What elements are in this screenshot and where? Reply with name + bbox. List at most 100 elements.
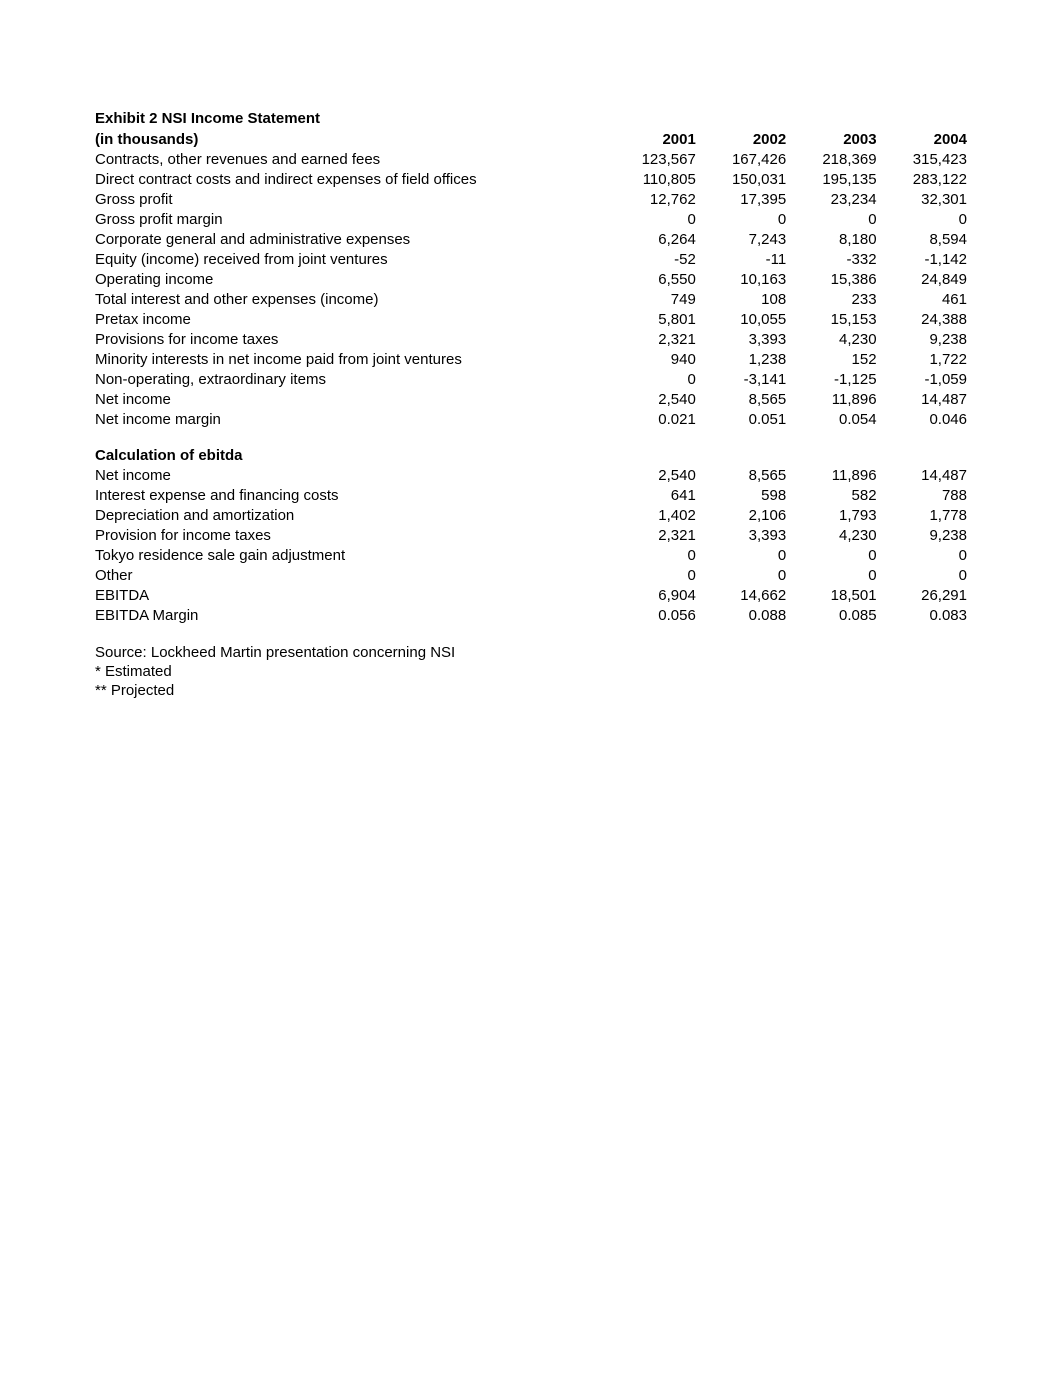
cell: 10,163 xyxy=(696,269,786,289)
table-row: Operating income 6,550 10,163 15,386 24,… xyxy=(95,269,967,289)
row-label: Direct contract costs and indirect expen… xyxy=(95,169,605,189)
table-row: EBITDA 6,904 14,662 18,501 26,291 xyxy=(95,586,967,606)
cell: 6,904 xyxy=(605,586,695,606)
cell: 0 xyxy=(605,546,695,566)
cell: 1,778 xyxy=(877,506,967,526)
exhibit-title: Exhibit 2 NSI Income Statement xyxy=(95,110,967,127)
cell: 0.021 xyxy=(605,409,695,429)
cell: 24,849 xyxy=(877,269,967,289)
cell: 0.088 xyxy=(696,606,786,626)
cell: 7,243 xyxy=(696,229,786,249)
table-row: Provision for income taxes 2,321 3,393 4… xyxy=(95,526,967,546)
cell: -11 xyxy=(696,249,786,269)
cell: 2,540 xyxy=(605,389,695,409)
cell: 110,805 xyxy=(605,169,695,189)
table-row: Net income 2,540 8,565 11,896 14,487 xyxy=(95,389,967,409)
cell: 9,238 xyxy=(877,526,967,546)
cell: -3,141 xyxy=(696,369,786,389)
cell: 315,423 xyxy=(877,149,967,169)
cell: -1,142 xyxy=(877,249,967,269)
header-year-2001: 2001 xyxy=(605,129,695,149)
row-label: Contracts, other revenues and earned fee… xyxy=(95,149,605,169)
cell: 0 xyxy=(877,546,967,566)
header-year-2002: 2002 xyxy=(696,129,786,149)
cell: 15,386 xyxy=(786,269,876,289)
row-label: Net income margin xyxy=(95,409,605,429)
cell: 0 xyxy=(786,546,876,566)
cell: 9,238 xyxy=(877,329,967,349)
page: Exhibit 2 NSI Income Statement (in thous… xyxy=(0,0,1062,1377)
cell: 582 xyxy=(786,486,876,506)
cell: 152 xyxy=(786,349,876,369)
row-label: Interest expense and financing costs xyxy=(95,486,605,506)
cell: 0.085 xyxy=(786,606,876,626)
cell: 461 xyxy=(877,289,967,309)
cell: 0 xyxy=(605,566,695,586)
cell: 1,722 xyxy=(877,349,967,369)
cell: 641 xyxy=(605,486,695,506)
cell: 195,135 xyxy=(786,169,876,189)
table-row: Gross profit 12,762 17,395 23,234 32,301 xyxy=(95,189,967,209)
table-row: Pretax income 5,801 10,055 15,153 24,388 xyxy=(95,309,967,329)
cell: 0 xyxy=(877,566,967,586)
table-row: EBITDA Margin 0.056 0.088 0.085 0.083 xyxy=(95,606,967,626)
cell: 3,393 xyxy=(696,526,786,546)
cell: 123,567 xyxy=(605,149,695,169)
cell: 8,565 xyxy=(696,389,786,409)
table-row: Net income 2,540 8,565 11,896 14,487 xyxy=(95,466,967,486)
cell: 233 xyxy=(786,289,876,309)
cell: 1,402 xyxy=(605,506,695,526)
header-year-2004: 2004 xyxy=(877,129,967,149)
cell: 150,031 xyxy=(696,169,786,189)
cell: 4,230 xyxy=(786,329,876,349)
table-row: Non-operating, extraordinary items 0 -3,… xyxy=(95,369,967,389)
cell: 14,487 xyxy=(877,466,967,486)
table-row: Minority interests in net income paid fr… xyxy=(95,349,967,369)
cell: 0.083 xyxy=(877,606,967,626)
header-year-2003: 2003 xyxy=(786,129,876,149)
row-label: Minority interests in net income paid fr… xyxy=(95,349,605,369)
table-row: Interest expense and financing costs 641… xyxy=(95,486,967,506)
cell: 749 xyxy=(605,289,695,309)
cell: 12,762 xyxy=(605,189,695,209)
table-row: Depreciation and amortization 1,402 2,10… xyxy=(95,506,967,526)
cell: 788 xyxy=(877,486,967,506)
cell: 1,238 xyxy=(696,349,786,369)
cell: 0.056 xyxy=(605,606,695,626)
cell: 0 xyxy=(696,566,786,586)
cell: 24,388 xyxy=(877,309,967,329)
footnote-projected: ** Projected xyxy=(95,682,967,699)
cell: 2,321 xyxy=(605,329,695,349)
header-label: (in thousands) xyxy=(95,129,605,149)
table-row: Tokyo residence sale gain adjustment 0 0… xyxy=(95,546,967,566)
cell: 3,393 xyxy=(696,329,786,349)
row-label: Pretax income xyxy=(95,309,605,329)
cell: 23,234 xyxy=(786,189,876,209)
row-label: Net income xyxy=(95,466,605,486)
row-label: Operating income xyxy=(95,269,605,289)
cell: 2,106 xyxy=(696,506,786,526)
cell: 0.051 xyxy=(696,409,786,429)
table-row: Net income margin 0.021 0.051 0.054 0.04… xyxy=(95,409,967,429)
row-label: EBITDA xyxy=(95,586,605,606)
cell: -332 xyxy=(786,249,876,269)
cell: 2,540 xyxy=(605,466,695,486)
cell: 15,153 xyxy=(786,309,876,329)
table-row: Corporate general and administrative exp… xyxy=(95,229,967,249)
cell: -1,125 xyxy=(786,369,876,389)
cell: 18,501 xyxy=(786,586,876,606)
cell: 14,487 xyxy=(877,389,967,409)
income-statement-table: (in thousands) 2001 2002 2003 2004 Contr… xyxy=(95,129,967,626)
cell: 0 xyxy=(786,566,876,586)
row-label: Total interest and other expenses (incom… xyxy=(95,289,605,309)
cell: 8,594 xyxy=(877,229,967,249)
cell: 108 xyxy=(696,289,786,309)
cell: 10,055 xyxy=(696,309,786,329)
cell: 14,662 xyxy=(696,586,786,606)
row-label: EBITDA Margin xyxy=(95,606,605,626)
section-heading-row: Calculation of ebitda xyxy=(95,429,967,466)
cell: 8,565 xyxy=(696,466,786,486)
row-label: Depreciation and amortization xyxy=(95,506,605,526)
table-row: Direct contract costs and indirect expen… xyxy=(95,169,967,189)
cell: 283,122 xyxy=(877,169,967,189)
